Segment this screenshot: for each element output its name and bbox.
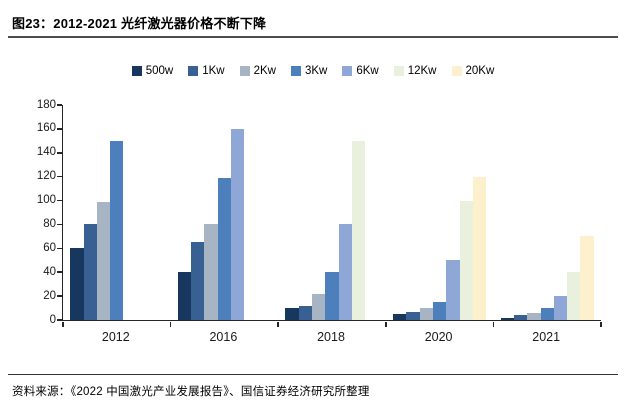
y-axis-tick — [56, 295, 62, 297]
bar-2020-6Kw — [446, 260, 460, 320]
y-axis-tick — [56, 152, 62, 154]
bar-2020-500w — [393, 314, 407, 320]
bar-2020-20Kw — [472, 176, 487, 320]
bar-2020-12Kw — [459, 200, 473, 320]
y-axis-label: 0 — [49, 313, 56, 326]
bar-2018-500w — [285, 308, 299, 320]
bar-2021-6Kw — [553, 296, 568, 320]
bar-2020-3Kw — [432, 302, 447, 320]
legend-item-12Kw: 12Kw — [393, 65, 437, 77]
legend-label: 12Kw — [407, 65, 437, 77]
bar-2016-2Kw — [204, 224, 218, 320]
bar-2021-20Kw — [580, 236, 594, 320]
bar-2018-12Kw — [351, 140, 366, 320]
legend-swatch-icon — [131, 66, 142, 76]
bar-2018-1Kw — [298, 305, 313, 320]
y-axis-tick — [56, 104, 62, 106]
y-axis-tick — [56, 271, 62, 273]
legend-item-500w: 500w — [131, 65, 174, 77]
plot-area — [56, 104, 602, 327]
legend-label: 2Kw — [253, 65, 276, 77]
legend-item-2Kw: 2Kw — [239, 65, 276, 77]
x-axis-tick — [62, 321, 64, 327]
bar-2021-3Kw — [540, 308, 554, 320]
y-axis-label: 100 — [36, 194, 56, 207]
bar-2012-500w — [70, 248, 84, 320]
bar-2020-2Kw — [419, 308, 433, 320]
y-axis-tick — [56, 175, 62, 178]
y-axis-tick — [56, 128, 62, 130]
bar-2018-3Kw — [325, 272, 339, 320]
x-axis-label: 2020 — [424, 330, 453, 344]
bar-2018-2Kw — [312, 293, 326, 320]
legend-swatch-icon — [342, 66, 353, 76]
y-axis-tick — [56, 247, 62, 250]
bar-2012-1Kw — [83, 224, 97, 320]
x-axis-label: 2016 — [209, 330, 238, 344]
legend-item-1Kw: 1Kw — [188, 65, 225, 77]
x-axis-tick — [385, 321, 387, 327]
bar-2016-3Kw — [217, 177, 232, 320]
y-axis-label: 140 — [36, 146, 56, 159]
bar-2021-2Kw — [527, 312, 541, 320]
legend-label: 500w — [145, 65, 174, 77]
legend-swatch-icon — [188, 66, 199, 76]
y-axis-label: 40 — [43, 265, 56, 278]
bar-2018-6Kw — [338, 224, 352, 320]
bar-2021-12Kw — [567, 272, 581, 320]
y-axis-label: 120 — [36, 170, 56, 183]
legend-item-3Kw: 3Kw — [290, 65, 328, 77]
legend-label: 20Kw — [465, 65, 495, 77]
legend-swatch-icon — [290, 66, 301, 76]
bar-2016-500w — [177, 272, 192, 320]
title-divider — [8, 36, 618, 38]
y-axis-tick — [56, 319, 62, 321]
y-axis-label: 80 — [43, 217, 56, 230]
y-axis-label: 160 — [36, 122, 56, 135]
bar-2016-1Kw — [191, 242, 205, 320]
legend-label: 1Kw — [202, 65, 225, 77]
bar-2012-2Kw — [96, 201, 111, 320]
legend-item-20Kw: 20Kw — [451, 65, 495, 77]
bar-2021-1Kw — [513, 315, 528, 320]
x-axis-label: 2018 — [317, 330, 345, 344]
bar-2021-500w — [500, 317, 514, 320]
legend-swatch-icon — [393, 66, 404, 76]
x-axis-label: 2012 — [101, 330, 130, 344]
legend-swatch-icon — [451, 66, 462, 76]
chart-legend: 500w 1Kw 2Kw 3Kw 6Kw 12Kw 20Kw — [0, 65, 626, 77]
x-axis-tick — [169, 321, 172, 327]
x-axis-tick — [600, 321, 602, 327]
bar-2012-3Kw — [110, 140, 124, 320]
source-note: 资料来源：《2022 中国激光产业发展报告》、国信证券经济研究所整理 — [12, 386, 370, 398]
legend-item-6Kw: 6Kw — [342, 65, 379, 77]
y-axis-label: 60 — [43, 241, 56, 254]
y-axis-tick — [56, 223, 62, 226]
bar-2020-1Kw — [406, 311, 420, 320]
legend-label: 6Kw — [356, 65, 379, 77]
x-axis-label: 2021 — [532, 330, 561, 344]
y-axis-label: 180 — [36, 98, 56, 111]
x-axis-tick — [277, 321, 279, 327]
figure-title: 图23：2012-2021 光纤激光器价格不断下降 — [12, 16, 267, 31]
legend-label: 3Kw — [304, 65, 328, 77]
bar-2016-6Kw — [231, 128, 245, 320]
legend-swatch-icon — [239, 66, 250, 76]
source-divider — [8, 374, 618, 375]
y-axis-tick — [56, 199, 62, 202]
x-axis-tick — [492, 321, 495, 327]
y-axis-label: 20 — [43, 289, 56, 302]
